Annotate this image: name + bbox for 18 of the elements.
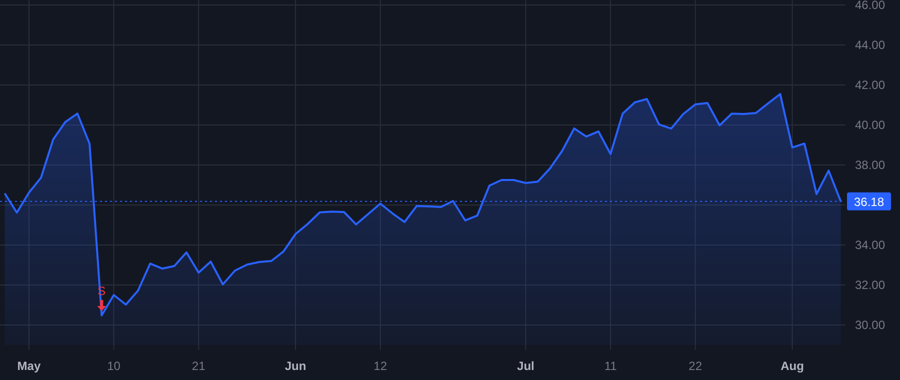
x-tick-label: 12 xyxy=(374,359,388,373)
x-tick-label: 10 xyxy=(107,359,121,373)
y-tick-label: 44.00 xyxy=(854,38,886,52)
x-tick-label: 21 xyxy=(192,359,206,373)
y-tick-label: 46.00 xyxy=(854,0,886,12)
y-tick-label: 38.00 xyxy=(854,158,886,172)
y-tick-label: 32.00 xyxy=(854,278,886,292)
x-tick-label: Jul xyxy=(517,359,534,373)
x-tick-label: 22 xyxy=(688,359,702,373)
x-tick-label: Aug xyxy=(780,359,804,373)
y-tick-label: 34.00 xyxy=(854,238,886,252)
y-tick-label: 40.00 xyxy=(854,118,886,132)
x-tick-label: May xyxy=(17,359,41,373)
x-tick-label: 11 xyxy=(604,359,618,373)
x-tick-label: Jun xyxy=(284,359,306,373)
y-tick-label: 30.00 xyxy=(854,318,886,332)
y-tick-label: 42.00 xyxy=(854,78,886,92)
ref-line-label: 36.18 xyxy=(854,194,884,209)
